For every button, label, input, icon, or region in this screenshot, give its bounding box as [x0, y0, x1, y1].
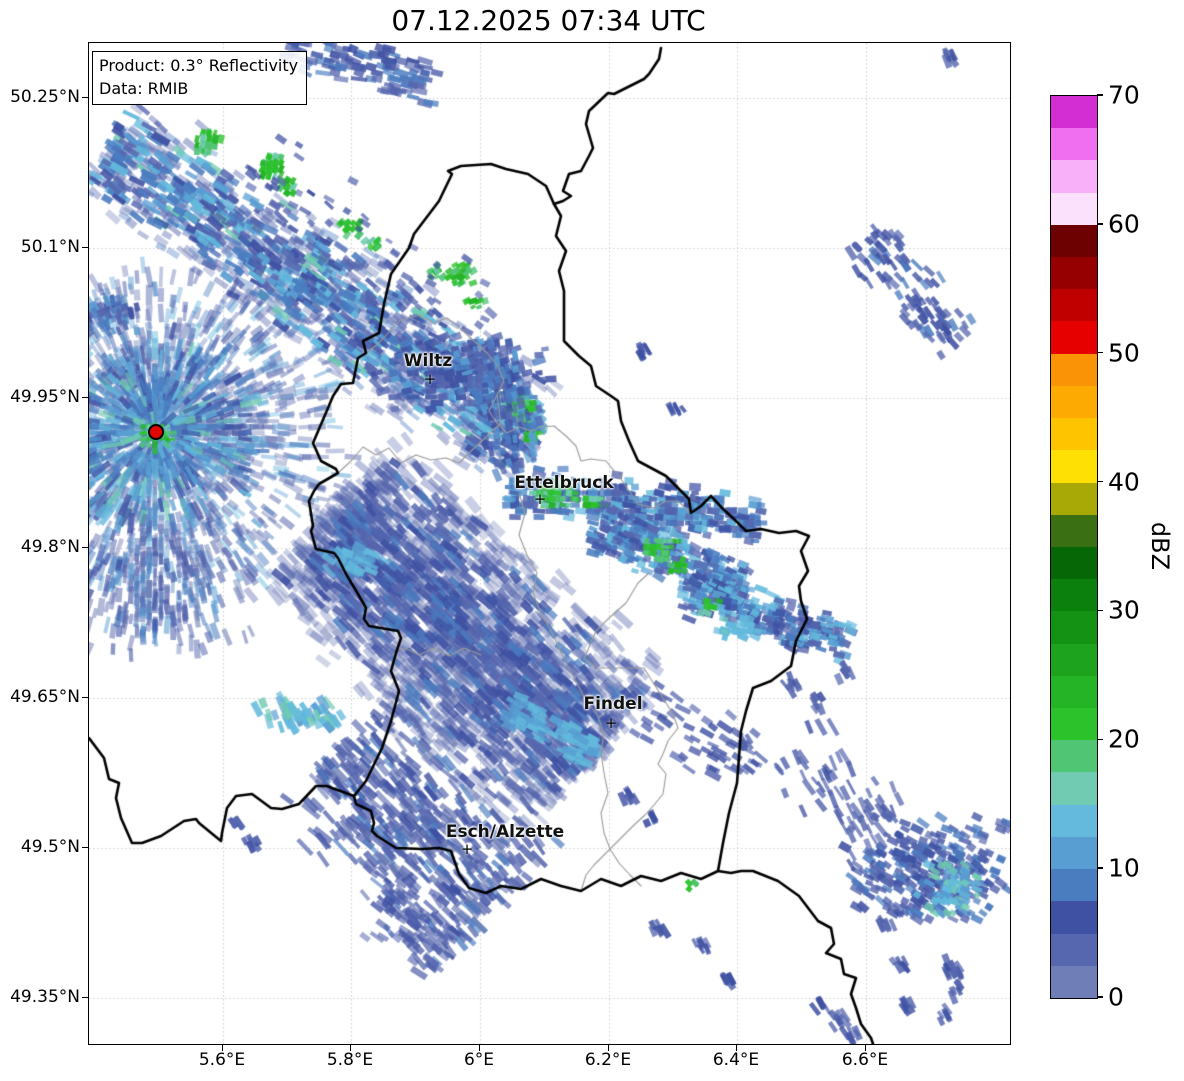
lon-tick-label: 6.6°E: [841, 1050, 889, 1070]
colorbar-segment-24: [1051, 192, 1097, 225]
colorbar-segment-23: [1051, 224, 1097, 257]
city-label-esch-alzette: Esch/Alzette: [445, 822, 565, 842]
city-marker-icon: +: [460, 840, 474, 858]
lon-tick-label: 6°E: [463, 1050, 495, 1070]
product-line: Product: 0.3° Reflectivity: [99, 56, 299, 75]
city-marker-icon: +: [423, 370, 437, 388]
lon-tick-label: 5.6°E: [198, 1050, 246, 1070]
lon-tick-label: 5.8°E: [326, 1050, 374, 1070]
colorbar-segment-20: [1051, 321, 1097, 354]
colorbar-segment-1: [1051, 933, 1097, 966]
city-marker-icon: +: [604, 714, 618, 732]
colorbar-segment-2: [1051, 901, 1097, 934]
lat-tick-mark: [82, 697, 88, 699]
city-label-ettelbruck: Ettelbruck: [514, 473, 614, 493]
radar-site-marker: [148, 424, 164, 440]
lat-tick-label: 49.5°N: [20, 837, 80, 857]
lat-tick-label: 49.65°N: [10, 687, 80, 707]
colorbar-tick-label: 60: [1108, 209, 1140, 239]
colorbar-segment-21: [1051, 289, 1097, 322]
lat-tick-label: 50.1°N: [20, 237, 80, 257]
colorbar-segment-25: [1051, 160, 1097, 193]
lon-tick-label: 6.2°E: [584, 1050, 632, 1070]
colorbar-segment-5: [1051, 804, 1097, 837]
city-label-wiltz: Wiltz: [403, 351, 453, 371]
lat-tick-label: 49.8°N: [20, 537, 80, 557]
colorbar-tick-mark: [1097, 996, 1103, 998]
colorbar-segment-27: [1051, 95, 1097, 129]
colorbar-tick-label: 10: [1108, 853, 1140, 883]
figure-title: 07.12.2025 07:34 UTC: [391, 4, 706, 37]
lon-tick-mark: [222, 1045, 224, 1051]
colorbar-axis-label: dBZ: [1146, 521, 1174, 571]
colorbar-segment-4: [1051, 836, 1097, 870]
colorbar-tick-label: 40: [1108, 467, 1140, 497]
colorbar: [1050, 95, 1098, 999]
colorbar-segment-22: [1051, 256, 1097, 290]
lat-tick-mark: [82, 397, 88, 399]
lat-tick-mark: [82, 547, 88, 549]
lon-tick-label: 6.4°E: [712, 1050, 760, 1070]
city-label-findel: Findel: [583, 694, 643, 714]
colorbar-segment-16: [1051, 450, 1097, 483]
lon-tick-mark: [479, 1045, 481, 1051]
colorbar-segment-7: [1051, 740, 1097, 773]
colorbar-tick-label: 30: [1108, 595, 1140, 625]
colorbar-segment-13: [1051, 546, 1097, 580]
colorbar-segment-26: [1051, 128, 1097, 161]
colorbar-tick-mark: [1097, 480, 1103, 483]
colorbar-tick-mark: [1097, 223, 1103, 225]
lon-tick-mark: [350, 1045, 352, 1051]
map-panel: Product: 0.3° Reflectivity Data: RMIB Wi…: [88, 42, 1011, 1045]
colorbar-segment-17: [1051, 418, 1097, 451]
colorbar-tick-label: 50: [1108, 338, 1140, 368]
city-marker-icon: +: [533, 490, 547, 508]
lat-tick-mark: [82, 247, 88, 249]
colorbar-tick-mark: [1097, 609, 1103, 612]
colorbar-tick-label: 0: [1108, 982, 1124, 1012]
colorbar-tick-mark: [1097, 352, 1103, 354]
colorbar-segment-11: [1051, 611, 1097, 644]
colorbar-segment-15: [1051, 482, 1097, 515]
colorbar-tick-mark: [1097, 738, 1103, 740]
colorbar-segment-6: [1051, 772, 1097, 805]
lat-tick-label: 49.95°N: [10, 387, 80, 407]
colorbar-segment-12: [1051, 579, 1097, 612]
colorbar-segment-14: [1051, 514, 1097, 547]
lat-tick-mark: [82, 97, 88, 99]
lat-tick-label: 49.35°N: [10, 987, 80, 1007]
data-source-line: Data: RMIB: [99, 78, 189, 98]
colorbar-segment-9: [1051, 675, 1097, 709]
colorbar-segment-19: [1051, 353, 1097, 386]
lat-tick-label: 50.25°N: [10, 87, 80, 107]
lat-tick-mark: [82, 847, 88, 849]
colorbar-tick-mark: [1097, 94, 1103, 96]
colorbar-tick-label: 20: [1108, 724, 1140, 754]
colorbar-segment-0: [1051, 965, 1097, 998]
colorbar-segment-8: [1051, 708, 1097, 741]
lat-tick-mark: [82, 997, 88, 999]
colorbar-segment-18: [1051, 385, 1097, 419]
colorbar-tick-mark: [1097, 867, 1103, 869]
colorbar-tick-label: 70: [1108, 80, 1140, 110]
lon-tick-mark: [608, 1045, 610, 1051]
radar-map-canvas: [89, 43, 1010, 1044]
colorbar-segment-10: [1051, 643, 1097, 676]
product-info-box: Product: 0.3° Reflectivity Data: RMIB: [92, 51, 308, 106]
lon-tick-mark: [736, 1045, 738, 1051]
colorbar-segment-3: [1051, 869, 1097, 902]
lon-tick-mark: [865, 1045, 867, 1051]
